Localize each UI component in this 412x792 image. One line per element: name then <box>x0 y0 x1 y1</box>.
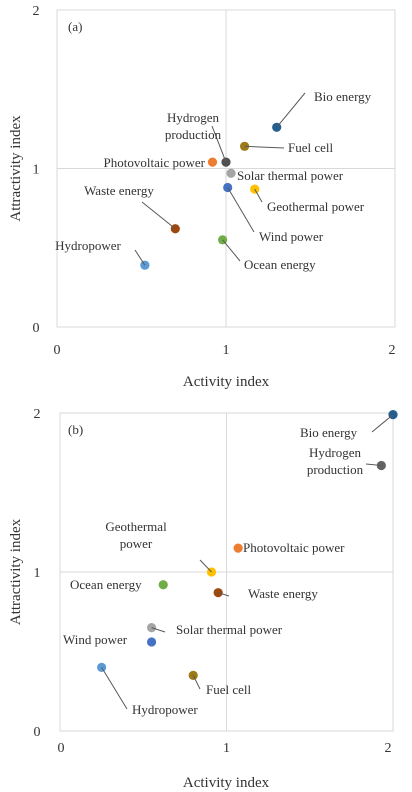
x-tick-label: 0 <box>58 741 65 756</box>
leader-line <box>151 627 166 633</box>
x-tick-label: 1 <box>223 741 230 756</box>
x-tick-label: 1 <box>223 343 230 358</box>
panel-label: (b) <box>68 422 83 437</box>
data-point <box>226 168 236 178</box>
leader-line <box>227 187 255 233</box>
point-label: Fuel cell <box>206 682 252 697</box>
point-label: Waste energy <box>84 183 154 198</box>
x-tick-label: 2 <box>385 741 392 756</box>
x-axis-title: Activity index <box>183 374 270 390</box>
point-label: Geothermal power <box>105 519 167 551</box>
leader-line <box>244 145 285 149</box>
x-axis-title: Activity index <box>183 775 270 791</box>
point-label: Geothermal power <box>267 199 365 214</box>
y-tick-label: 1 <box>33 163 40 178</box>
data-point <box>207 157 218 167</box>
data-point <box>158 580 168 590</box>
point-labels: Bio energy Fuel cell Hydrogen production Pho… <box>55 89 372 272</box>
data-point <box>233 543 243 553</box>
leader-line <box>101 667 128 710</box>
leader-line <box>199 559 212 573</box>
point-label: Hydropower <box>132 702 198 717</box>
panel-label: (a) <box>68 19 82 34</box>
y-tick-label: 0 <box>33 321 40 336</box>
y-tick-label: 2 <box>33 4 40 19</box>
data-points <box>140 122 282 270</box>
leader-line <box>222 239 241 262</box>
point-label: Photovoltaic power <box>243 540 345 555</box>
leader-line <box>371 414 394 433</box>
point-label: Fuel cell <box>288 140 334 155</box>
data-points <box>97 409 398 680</box>
point-label: Solar thermal power <box>237 168 344 183</box>
panel-b: (b) Activity index Attractivity index 0 … <box>8 407 398 791</box>
point-label: Hydropower <box>55 238 121 253</box>
leader-line <box>218 592 230 597</box>
y-axis-title: Attractivity index <box>8 115 24 222</box>
point-label: Wind power <box>63 632 128 647</box>
x-tick-label: 0 <box>54 343 61 358</box>
data-point <box>146 623 157 633</box>
y-tick-label: 1 <box>34 566 41 581</box>
point-label: Photovoltaic power <box>104 155 206 170</box>
leader-line <box>211 125 227 163</box>
y-tick-label: 2 <box>34 407 41 422</box>
leader-line <box>365 463 382 466</box>
data-point <box>223 182 233 193</box>
point-label: Waste energy <box>248 586 318 601</box>
leader-line <box>276 92 306 128</box>
panel-a: (a) Activity index Attractivity index 0 … <box>8 4 396 390</box>
leader-line <box>141 201 176 230</box>
data-point <box>146 637 157 647</box>
point-label: Ocean energy <box>70 577 142 592</box>
data-point <box>188 670 198 680</box>
point-label: Solar thermal power <box>176 622 283 637</box>
point-label: Bio energy <box>300 425 358 440</box>
leader-line <box>192 675 201 690</box>
y-axis-title: Attractivity index <box>8 518 24 625</box>
point-label: Wind power <box>259 229 324 244</box>
y-tick-label: 0 <box>34 725 41 740</box>
x-tick-label: 2 <box>389 343 396 358</box>
leader-line <box>254 188 263 203</box>
data-point <box>250 184 260 194</box>
point-label: Hydrogen production <box>165 110 222 142</box>
leader-line <box>134 249 146 266</box>
point-label: Bio energy <box>314 89 372 104</box>
point-label: Hydrogen production <box>307 445 364 477</box>
point-label: Ocean energy <box>244 257 316 272</box>
point-labels: Bio energy Hydrogen production Photovoltaic… <box>63 414 394 717</box>
